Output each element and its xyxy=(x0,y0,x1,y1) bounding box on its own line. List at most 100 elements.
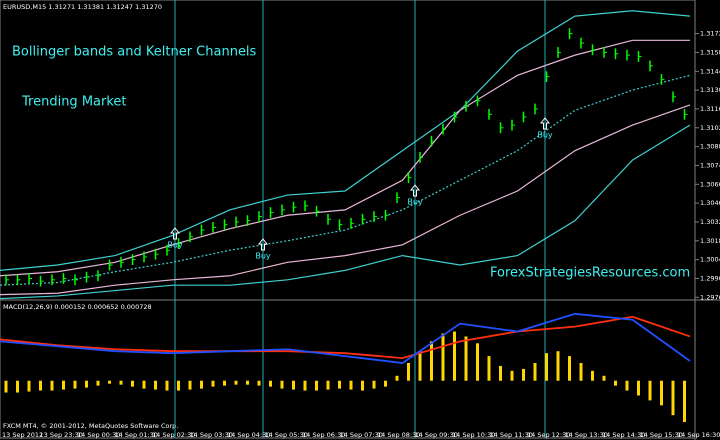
histogram-bar xyxy=(418,351,422,381)
x-tick-label: 14 Sep 14:30 xyxy=(602,431,645,439)
histogram-bar xyxy=(73,380,77,389)
x-tick-label: 14 Sep 15:30 xyxy=(640,431,683,439)
histogram-bar xyxy=(154,380,157,390)
x-tick-label: 14 Sep 06:30 xyxy=(302,431,345,439)
y-tick-label: 1.30460 xyxy=(700,199,720,207)
histogram-bar xyxy=(545,353,548,381)
y-tick-label: 1.30880 xyxy=(700,143,720,151)
histogram-bar xyxy=(579,363,583,381)
signal-label: Buy xyxy=(255,252,271,261)
histogram-bar xyxy=(188,380,192,390)
histogram-bar xyxy=(568,356,571,381)
signal-label: Buy xyxy=(407,198,423,207)
y-tick-label: 1.30600 xyxy=(700,180,720,188)
x-tick-label: 13 Sep 23:30 xyxy=(40,431,83,439)
x-tick-label: 14 Sep 12:30 xyxy=(527,431,570,439)
histogram-bar xyxy=(326,380,330,390)
histogram-bar xyxy=(257,380,261,386)
histogram-bar xyxy=(119,380,123,385)
histogram-bar xyxy=(556,351,560,381)
macd-line xyxy=(0,312,691,364)
annotation: Bollinger bands and Keltner Channels xyxy=(12,45,257,60)
histogram-bar xyxy=(96,380,100,386)
x-tick-label: 14 Sep 07:30 xyxy=(340,431,383,439)
histogram-bar xyxy=(430,341,433,381)
histogram-bar xyxy=(395,375,399,381)
y-tick-label: 1.30740 xyxy=(700,161,720,169)
histogram-bar xyxy=(372,380,376,389)
x-tick-label: 14 Sep 11:30 xyxy=(490,431,533,439)
histogram-bar xyxy=(50,380,54,391)
histogram-bar xyxy=(211,380,215,387)
histogram-bar xyxy=(625,380,629,391)
x-tick-label: 14 Sep 13:30 xyxy=(565,431,608,439)
histogram-bar xyxy=(614,380,617,386)
histogram-bar xyxy=(683,380,686,423)
histogram-bar xyxy=(223,380,226,386)
histogram-bar xyxy=(165,380,169,391)
histogram-bar xyxy=(361,380,364,391)
histogram-bar xyxy=(108,380,111,384)
signal-label: Buy xyxy=(537,131,553,140)
histogram-bar xyxy=(142,380,146,389)
y-tick-label: 1.30040 xyxy=(700,256,720,264)
annotation: Trending Market xyxy=(21,95,127,110)
histogram-bar xyxy=(522,368,525,381)
histogram-bar xyxy=(533,363,537,381)
y-tick-label: 1.30180 xyxy=(700,237,720,245)
watermark: ForexStrategiesResources.com xyxy=(490,266,690,281)
y-tick-label: 1.31300 xyxy=(700,86,720,94)
signal-label: Buy xyxy=(167,241,183,250)
histogram-bar xyxy=(499,365,502,381)
x-tick-label: 14 Sep 09:30 xyxy=(415,431,458,439)
histogram-bar xyxy=(476,343,479,381)
x-tick-label: 13 Sep 2012 xyxy=(2,431,43,439)
buy-arrow xyxy=(539,117,551,130)
histogram-bar xyxy=(177,380,180,391)
x-tick-label: 14 Sep 16:30 xyxy=(677,431,720,439)
histogram-bar xyxy=(487,356,491,381)
band-line xyxy=(0,74,691,286)
x-tick-label: 14 Sep 00:30 xyxy=(77,431,120,439)
histogram-bar xyxy=(292,380,295,390)
histogram-bar xyxy=(591,370,594,381)
x-tick-label: 14 Sep 05:30 xyxy=(265,431,308,439)
histogram-bar xyxy=(407,363,410,381)
band-line xyxy=(0,104,691,296)
macd-title: MACD(12,26,9) 0.000152 0.000652 0.000728 xyxy=(3,303,152,311)
chart-title: EURUSD,M15 1.31271 1.31381 1.31247 1.312… xyxy=(3,3,162,11)
y-tick-label: 1.31020 xyxy=(700,124,720,132)
footer: FXCM MT4, © 2001-2012, MetaQuotes Softwa… xyxy=(3,422,178,430)
y-tick-label: 1.31720 xyxy=(700,30,720,38)
frame xyxy=(0,0,696,439)
histogram-bar xyxy=(671,380,675,416)
y-tick-label: 1.31580 xyxy=(700,48,720,56)
histogram-bar xyxy=(269,380,272,387)
histogram-bar xyxy=(303,380,307,391)
histogram-bar xyxy=(16,380,19,393)
histogram-bar xyxy=(637,380,640,396)
x-tick-label: 14 Sep 01:30 xyxy=(115,431,158,439)
histogram-bar xyxy=(27,380,31,392)
histogram-bar xyxy=(464,336,468,381)
histogram-bar xyxy=(349,380,353,390)
x-tick-label: 14 Sep 04:30 xyxy=(227,431,270,439)
histogram-bar xyxy=(131,380,134,387)
macd-line xyxy=(0,315,691,359)
histogram-bar xyxy=(338,380,341,389)
buy-arrow xyxy=(409,184,421,197)
band-line xyxy=(0,39,690,277)
y-tick-label: 1.30320 xyxy=(700,218,720,226)
histogram-bar xyxy=(246,380,249,385)
histogram-bar xyxy=(280,380,284,389)
histogram-bar xyxy=(62,380,65,390)
band-line xyxy=(0,124,691,300)
x-tick-label: 14 Sep 10:30 xyxy=(452,431,495,439)
y-tick-label: 1.29900 xyxy=(700,274,720,282)
histogram-bar xyxy=(648,380,652,401)
x-tick-label: 14 Sep 03:30 xyxy=(190,431,233,439)
histogram-bar xyxy=(453,331,456,381)
histogram-bar xyxy=(510,370,514,381)
histogram-bar xyxy=(4,380,8,393)
y-tick-label: 1.31440 xyxy=(700,67,720,75)
